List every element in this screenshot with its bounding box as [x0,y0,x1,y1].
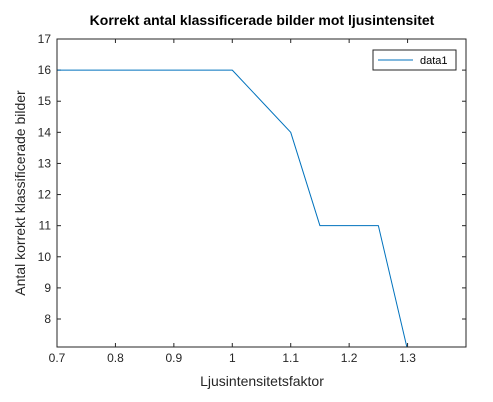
legend-label: data1 [420,55,448,67]
x-tick-label: 1 [229,351,236,365]
y-tick-label: 14 [38,125,52,139]
y-tick-label: 13 [38,156,52,170]
legend: data1 [372,49,457,71]
legend-box [372,49,457,71]
x-tick-label: 1.3 [399,351,416,365]
y-tick-label: 8 [44,312,51,326]
x-tick-label: 1.1 [282,351,299,365]
y-tick-label: 15 [38,94,52,108]
y-tick-label: 16 [38,63,52,77]
ticks-group [56,38,466,347]
plot-frame [56,38,467,348]
x-axis-label: Ljusintensitetsfaktor [200,373,324,389]
y-axis-label: Antal korrekt klassificerade bilder [12,90,28,296]
series-layer [57,69,408,347]
x-tick-label: 0.7 [49,351,66,365]
plot-area [57,39,466,347]
x-tick-label: 1.2 [341,351,358,365]
chart-title: Korrekt antal klassificerade bilder mot … [90,12,435,28]
tick-labels-group: 0.7 0.8 0.9 1 1.1 1.2 1.3 8 9 10 11 12 13 14 15 16 17 [38,32,417,365]
y-tick-label: 17 [38,32,52,46]
series-line-data1 [57,69,408,347]
y-tick-label: 10 [38,250,52,264]
x-tick-label: 0.8 [107,351,124,365]
x-tick-label: 0.9 [166,351,183,365]
y-tick-label: 12 [38,188,52,202]
y-tick-label: 9 [44,281,51,295]
y-tick-label: 11 [39,219,52,233]
